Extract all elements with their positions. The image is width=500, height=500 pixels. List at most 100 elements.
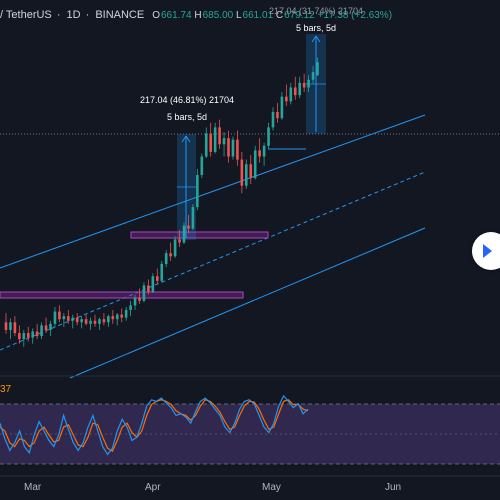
candle-body[interactable]: [35, 331, 39, 337]
header-dot: ·: [82, 9, 90, 21]
stoch-d-line: [0, 399, 309, 453]
exchange-label: BINANCE: [95, 9, 145, 21]
close-value: 679.12: [284, 9, 315, 21]
candle-body[interactable]: [67, 316, 70, 321]
candle-body[interactable]: [249, 164, 253, 179]
channel-lower-line[interactable]: [69, 227, 426, 379]
candle-body[interactable]: [200, 156, 204, 175]
candle-body[interactable]: [298, 82, 301, 96]
candle-body[interactable]: [80, 319, 83, 323]
candle-body[interactable]: [311, 72, 315, 80]
candle-body[interactable]: [133, 297, 137, 306]
candle-body[interactable]: [164, 253, 168, 264]
candle-body[interactable]: [196, 174, 199, 208]
candle-body[interactable]: [18, 333, 21, 340]
candle-body[interactable]: [129, 305, 132, 311]
candle-body[interactable]: [253, 150, 257, 179]
candle-body[interactable]: [236, 139, 239, 160]
candle-body[interactable]: [22, 333, 26, 340]
candle-body[interactable]: [218, 127, 221, 145]
measure-arrow-2-head: [311, 35, 317, 43]
candle-body[interactable]: [231, 139, 235, 157]
candle-body[interactable]: [44, 325, 48, 330]
candle-body[interactable]: [53, 311, 57, 324]
candle-body[interactable]: [111, 316, 115, 320]
x-tick-may: May: [262, 482, 281, 493]
measure-arrow-2-head: [315, 35, 321, 43]
candle-body[interactable]: [307, 79, 310, 88]
candle-body[interactable]: [191, 207, 195, 229]
candles-group: [4, 57, 319, 347]
candle-body[interactable]: [124, 310, 128, 318]
stoch-k-line: [0, 394, 309, 456]
candle-body[interactable]: [49, 323, 52, 330]
candle-body[interactable]: [302, 82, 306, 88]
x-tick-jun: Jun: [385, 482, 402, 493]
candle-body[interactable]: [280, 96, 284, 119]
candle-body[interactable]: [93, 320, 97, 324]
measure-2-value: 217.04 (31.74%) 21704: [269, 6, 363, 16]
candle-body[interactable]: [89, 320, 92, 324]
candle-body[interactable]: [156, 276, 159, 281]
candle-body[interactable]: [120, 314, 123, 318]
candle-body[interactable]: [102, 319, 106, 323]
candle-body[interactable]: [142, 285, 146, 301]
candle-body[interactable]: [138, 297, 141, 301]
symbol-label[interactable]: / TetherUS: [0, 9, 52, 21]
candle-body[interactable]: [62, 316, 66, 320]
candle-body[interactable]: [204, 133, 208, 157]
candle-body[interactable]: [293, 87, 297, 96]
high-value: 685.00: [202, 9, 234, 21]
scroll-to-realtime-button[interactable]: [472, 232, 500, 270]
low-key: L: [235, 9, 242, 21]
candle-body[interactable]: [173, 239, 177, 257]
candle-body[interactable]: [160, 263, 164, 281]
support-zone-1[interactable]: [0, 291, 244, 299]
candle-body[interactable]: [13, 322, 17, 334]
candle-body[interactable]: [75, 317, 79, 323]
candle-body[interactable]: [316, 62, 319, 76]
candle-body[interactable]: [107, 316, 110, 323]
candle-body[interactable]: [40, 325, 43, 337]
candle-body[interactable]: [98, 319, 101, 324]
candle-body[interactable]: [245, 164, 248, 186]
oscillator-value: 37: [0, 384, 12, 395]
channel-upper-line[interactable]: [0, 114, 426, 269]
candle-body[interactable]: [178, 239, 181, 243]
candle-body[interactable]: [31, 331, 34, 338]
candle-body[interactable]: [169, 253, 172, 257]
measure-arrow-1-head: [185, 135, 191, 143]
candle-body[interactable]: [84, 319, 88, 324]
support-zone-2[interactable]: [130, 231, 269, 239]
candle-body[interactable]: [276, 112, 279, 119]
change-value: +17.38 (+2.63%): [317, 9, 393, 21]
candle-body[interactable]: [187, 225, 190, 229]
candle-body[interactable]: [289, 87, 293, 102]
candle-body[interactable]: [285, 96, 288, 102]
candle-body[interactable]: [58, 311, 61, 320]
candle-body[interactable]: [182, 225, 186, 243]
open-key: O: [152, 9, 160, 21]
candle-body[interactable]: [222, 138, 226, 145]
candle-body[interactable]: [147, 285, 150, 292]
candle-body[interactable]: [209, 133, 212, 152]
candle-body[interactable]: [4, 322, 8, 330]
candle-body[interactable]: [9, 322, 12, 330]
candle-body[interactable]: [71, 317, 75, 321]
candle-body[interactable]: [26, 333, 30, 338]
candle-body[interactable]: [115, 314, 119, 320]
candle-body[interactable]: [262, 145, 266, 157]
interval-label[interactable]: 1D: [66, 9, 81, 21]
candle-body[interactable]: [258, 150, 261, 157]
candle-body[interactable]: [213, 127, 217, 152]
candle-body[interactable]: [240, 159, 244, 186]
candle-body[interactable]: [267, 127, 270, 146]
candle-body[interactable]: [227, 138, 230, 157]
header-dot: ·: [53, 9, 61, 21]
candle-body[interactable]: [271, 112, 275, 128]
measure-2-bars: 5 bars, 5d: [296, 23, 336, 33]
candle-body[interactable]: [151, 276, 155, 292]
ohlc-readout: O661.74 H685.00 L661.01 C679.12 +17.38 (…: [152, 10, 392, 21]
